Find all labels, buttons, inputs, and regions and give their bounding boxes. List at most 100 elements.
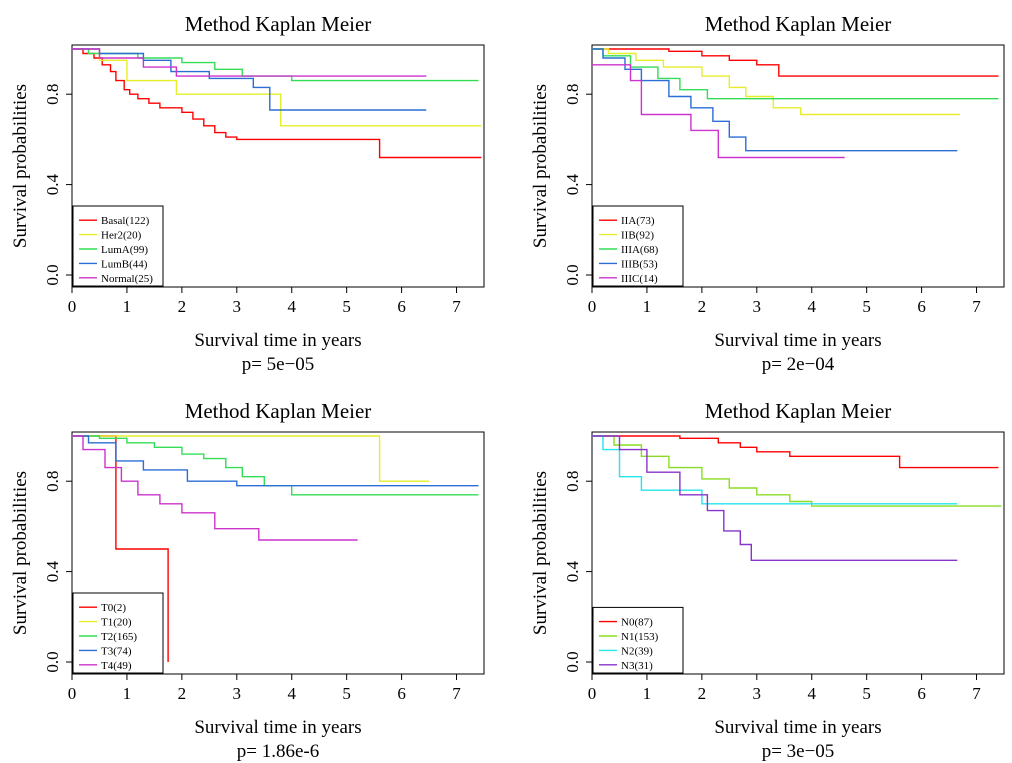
km-panel: Method Kaplan Meier 0 1 2 3 4 5 6 7 0.0 0.4 0.8 Surv… xyxy=(10,399,485,762)
km-curve xyxy=(72,48,482,159)
x-tick-label: 5 xyxy=(342,297,351,316)
km-curve xyxy=(592,435,999,469)
legend: N0(87) N1(153) N2(39) N3(31) xyxy=(592,606,684,674)
legend-item: N3(31) xyxy=(621,660,653,672)
plot-frame xyxy=(591,431,1005,675)
x-tick-label: 6 xyxy=(397,684,406,703)
km-curve xyxy=(592,435,958,505)
x-tick-label: 1 xyxy=(123,297,132,316)
y-tick-label: 0.4 xyxy=(563,560,582,582)
legend-item: IIIC(14) xyxy=(621,273,658,285)
x-tick-label: 6 xyxy=(917,297,926,316)
legend-item: LumB(44) xyxy=(101,258,148,270)
y-axis-label: Survival probabilities xyxy=(530,84,551,248)
legend: IIA(73) IIB(92) IIIA(68) IIIB(53) IIIC(14) xyxy=(592,205,684,287)
x-tick-label: 0 xyxy=(68,297,77,316)
chart-title: Method Kaplan Meier xyxy=(185,399,372,423)
x-axis-label: Survival time in years xyxy=(194,717,361,738)
km-panel: Method Kaplan Meier 0 1 2 3 4 5 6 7 0.0 0.4 0.8 Surv… xyxy=(530,12,1005,375)
x-tick-label: 7 xyxy=(452,684,461,703)
y-tick-label: 0.4 xyxy=(563,173,582,195)
plot-frame xyxy=(591,44,1005,288)
legend: T0(2) T1(20) T2(165) T3(74) T4(49) xyxy=(72,592,164,674)
x-tick-label: 2 xyxy=(178,684,187,703)
legend-item: T3(74) xyxy=(101,645,132,657)
legend-item: Her2(20) xyxy=(101,230,142,242)
y-tick-label: 0.0 xyxy=(43,264,62,285)
plot-frame xyxy=(71,431,485,675)
y-tick-label: 0.8 xyxy=(563,84,582,105)
x-tick-label: 3 xyxy=(753,297,762,316)
x-axis-label: Survival time in years xyxy=(194,330,361,351)
legend-item: N0(87) xyxy=(621,617,653,629)
legend-item: Basal(122) xyxy=(101,215,150,227)
km-curve xyxy=(72,435,358,541)
p-value: p= 1.86e-6 xyxy=(237,741,319,762)
x-tick-label: 1 xyxy=(643,297,652,316)
x-tick-label: 6 xyxy=(917,684,926,703)
legend-item: IIB(92) xyxy=(621,230,654,242)
km-panel: Method Kaplan Meier 0 1 2 3 4 5 6 7 0.0 0.4 0.8 Surv… xyxy=(530,399,1005,762)
legend-item: IIIB(53) xyxy=(621,258,658,270)
plot-frame xyxy=(71,44,485,288)
x-tick-label: 1 xyxy=(643,684,652,703)
x-tick-label: 2 xyxy=(698,297,707,316)
legend-item: N2(39) xyxy=(621,645,653,657)
legend-box xyxy=(72,592,164,674)
x-tick-label: 3 xyxy=(233,297,242,316)
km-curve xyxy=(72,435,479,487)
x-tick-label: 4 xyxy=(287,297,296,316)
y-tick-label: 0.4 xyxy=(43,560,62,582)
km-curve xyxy=(72,48,427,77)
x-tick-label: 6 xyxy=(397,297,406,316)
y-axis-label: Survival probabilities xyxy=(10,84,31,248)
legend-item: IIA(73) xyxy=(621,215,655,227)
km-curve xyxy=(592,435,1002,507)
x-tick-label: 0 xyxy=(588,297,597,316)
x-axis-label: Survival time in years xyxy=(714,330,881,351)
x-tick-label: 3 xyxy=(233,684,242,703)
x-tick-label: 4 xyxy=(807,684,816,703)
y-axis-label: Survival probabilities xyxy=(10,471,31,635)
y-tick-label: 0.0 xyxy=(563,651,582,672)
x-axis-label: Survival time in years xyxy=(714,717,881,738)
x-tick-label: 4 xyxy=(807,297,816,316)
km-curve xyxy=(592,48,961,116)
x-tick-label: 4 xyxy=(287,684,296,703)
p-value: p= 3e−05 xyxy=(762,741,835,762)
p-value: p= 2e−04 xyxy=(762,354,835,375)
km-panel: Method Kaplan Meier 0 1 2 3 4 5 6 7 0.0 0.4 0.8 Surv… xyxy=(10,12,485,375)
y-tick-label: 0.4 xyxy=(43,173,62,195)
legend: Basal(122) Her2(20) LumA(99) LumB(44) Normal… xyxy=(72,205,164,287)
km-curve xyxy=(72,435,479,496)
x-tick-label: 5 xyxy=(862,297,871,316)
p-value: p= 5e−05 xyxy=(242,354,315,375)
legend-item: LumA(99) xyxy=(101,244,148,256)
x-tick-label: 2 xyxy=(178,297,187,316)
x-tick-label: 7 xyxy=(972,684,981,703)
y-tick-label: 0.0 xyxy=(43,651,62,672)
chart-title: Method Kaplan Meier xyxy=(705,12,892,36)
legend-item: N1(153) xyxy=(621,631,659,643)
legend-item: Normal(25) xyxy=(101,273,153,285)
legend-item: IIIA(68) xyxy=(621,244,659,256)
km-curve xyxy=(592,64,845,159)
km-curve xyxy=(592,48,999,77)
km-curve xyxy=(592,435,958,561)
legend-box xyxy=(592,205,684,287)
chart-title: Method Kaplan Meier xyxy=(185,12,372,36)
legend-box xyxy=(72,205,164,287)
y-tick-label: 0.0 xyxy=(563,264,582,285)
x-tick-label: 2 xyxy=(698,684,707,703)
x-tick-label: 0 xyxy=(588,684,597,703)
y-tick-label: 0.8 xyxy=(43,84,62,105)
x-tick-label: 5 xyxy=(862,684,871,703)
legend-item: T1(20) xyxy=(101,617,132,629)
x-tick-label: 3 xyxy=(753,684,762,703)
x-tick-label: 5 xyxy=(342,684,351,703)
legend-box xyxy=(592,606,684,674)
chart-title: Method Kaplan Meier xyxy=(705,399,892,423)
x-tick-label: 7 xyxy=(452,297,461,316)
x-tick-label: 0 xyxy=(68,684,77,703)
